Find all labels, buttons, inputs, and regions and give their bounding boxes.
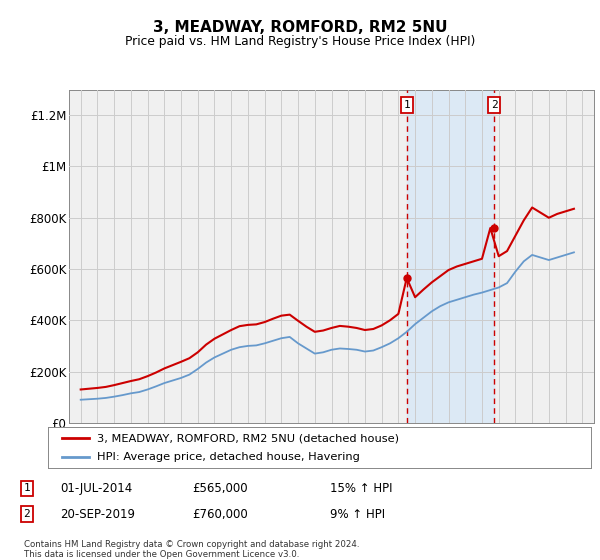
Text: 01-JUL-2014: 01-JUL-2014: [60, 482, 132, 495]
Text: 9% ↑ HPI: 9% ↑ HPI: [330, 507, 385, 521]
Text: HPI: Average price, detached house, Havering: HPI: Average price, detached house, Have…: [97, 452, 360, 461]
Text: £760,000: £760,000: [192, 507, 248, 521]
Text: 2: 2: [23, 509, 31, 519]
Text: 1: 1: [23, 483, 31, 493]
Text: 3, MEADWAY, ROMFORD, RM2 5NU: 3, MEADWAY, ROMFORD, RM2 5NU: [153, 20, 447, 35]
Text: Price paid vs. HM Land Registry's House Price Index (HPI): Price paid vs. HM Land Registry's House …: [125, 35, 475, 48]
Text: 3, MEADWAY, ROMFORD, RM2 5NU (detached house): 3, MEADWAY, ROMFORD, RM2 5NU (detached h…: [97, 433, 399, 443]
Bar: [407, 90, 494, 423]
Text: 20-SEP-2019: 20-SEP-2019: [60, 507, 135, 521]
Text: Contains HM Land Registry data © Crown copyright and database right 2024.
This d: Contains HM Land Registry data © Crown c…: [24, 540, 359, 559]
Text: 1: 1: [403, 100, 410, 110]
Text: £565,000: £565,000: [192, 482, 248, 495]
Text: 15% ↑ HPI: 15% ↑ HPI: [330, 482, 392, 495]
Text: 2: 2: [491, 100, 497, 110]
